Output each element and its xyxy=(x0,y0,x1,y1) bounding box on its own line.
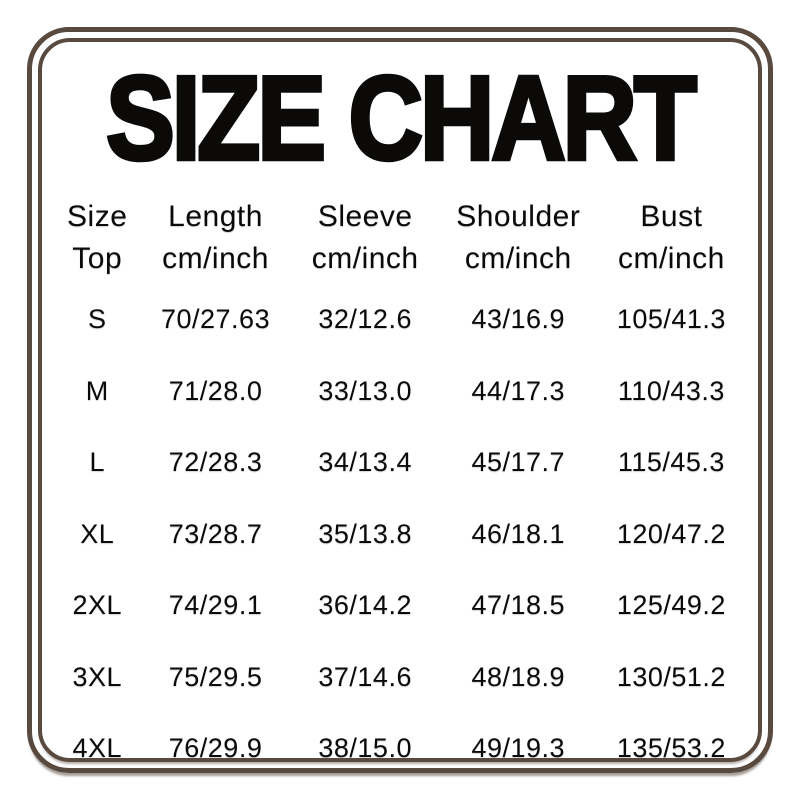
measurement-cell: 33/13.0 xyxy=(318,375,412,406)
header-cell-length: Length cm/inch xyxy=(142,196,288,280)
header-cell-sleeve: Sleeve cm/inch xyxy=(289,196,442,280)
table-row-4xl: 4XL 76/29.9 38/15.0 49/19.3 135/53.2 xyxy=(52,713,748,762)
size-cell: 3XL xyxy=(72,661,122,692)
measurement-cell: 105/41.3 xyxy=(616,304,726,335)
header-cell-shoulder: Shoulder cm/inch xyxy=(442,196,595,280)
table-header-row: Size Top Length cm/inch Sleeve cm/inch Shoulde… xyxy=(52,196,748,280)
size-cell: L xyxy=(89,447,105,478)
measurement-cell: 120/47.2 xyxy=(616,518,726,549)
header-cell-size: Size Top xyxy=(52,196,142,280)
header-sublabel: cm/inch xyxy=(617,242,725,275)
table-row-m: M 71/28.0 33/13.0 44/17.3 110/43.3 xyxy=(52,356,748,428)
size-cell: XL xyxy=(80,518,115,549)
page-title: SIZE CHART xyxy=(104,50,699,187)
outer-border-frame: SIZE CHART Size Top Length cm/inch Sleeve cm/… xyxy=(27,27,773,773)
table-row-l: L 72/28.3 34/13.4 45/17.7 115/45.3 xyxy=(52,427,748,499)
header-cell-bust: Bust cm/inch xyxy=(595,196,748,280)
header-sublabel: Top xyxy=(72,242,123,275)
measurement-cell: 135/53.2 xyxy=(616,733,726,762)
header-label: Length xyxy=(168,200,263,233)
table-body: S 70/27.63 32/12.6 43/16.9 105/41.3 M 71/28.0 3… xyxy=(52,284,748,762)
measurement-cell: 130/51.2 xyxy=(616,661,726,692)
header-label: Sleeve xyxy=(317,200,413,233)
table-row-2xl: 2XL 74/29.1 36/14.2 47/18.5 125/49.2 xyxy=(52,570,748,642)
measurement-cell: 48/18.9 xyxy=(471,661,566,692)
table-row-s: S 70/27.63 32/12.6 43/16.9 105/41.3 xyxy=(52,284,748,356)
size-cell: S xyxy=(87,304,107,335)
measurement-cell: 71/28.0 xyxy=(168,375,263,406)
measurement-cell: 34/13.4 xyxy=(318,447,412,478)
size-cell: M xyxy=(85,375,109,406)
header-sublabel: cm/inch xyxy=(162,242,269,275)
measurement-cell: 49/19.3 xyxy=(471,733,566,762)
measurement-cell: 46/18.1 xyxy=(471,518,566,549)
measurement-cell: 125/49.2 xyxy=(616,590,726,621)
header-label: Shoulder xyxy=(456,200,581,233)
header-label: Size xyxy=(67,200,128,233)
measurement-cell: 44/17.3 xyxy=(471,375,566,406)
measurement-cell: 74/29.1 xyxy=(168,590,263,621)
table-row-xl: XL 73/28.7 35/13.8 46/18.1 120/47.2 xyxy=(52,499,748,571)
measurement-cell: 35/13.8 xyxy=(318,518,412,549)
table-row-3xl: 3XL 75/29.5 37/14.6 48/18.9 130/51.2 xyxy=(52,642,748,714)
measurement-cell: 76/29.9 xyxy=(168,733,263,762)
measurement-cell: 32/12.6 xyxy=(318,304,412,335)
size-cell: 4XL xyxy=(72,733,122,762)
measurement-cell: 75/29.5 xyxy=(168,661,263,692)
header-label: Bust xyxy=(640,200,703,233)
inner-border-frame: SIZE CHART Size Top Length cm/inch Sleeve cm/… xyxy=(38,38,762,762)
measurement-cell: 37/14.6 xyxy=(318,661,412,692)
measurement-cell: 43/16.9 xyxy=(471,304,566,335)
measurement-cell: 45/17.7 xyxy=(471,447,566,478)
header-sublabel: cm/inch xyxy=(311,242,419,275)
measurement-cell: 36/14.2 xyxy=(318,590,412,621)
measurement-cell: 38/15.0 xyxy=(318,733,412,762)
size-cell: 2XL xyxy=(72,590,122,621)
header-sublabel: cm/inch xyxy=(464,242,572,275)
measurement-cell: 110/43.3 xyxy=(617,375,725,406)
measurement-cell: 70/27.63 xyxy=(160,304,271,335)
size-chart-table: Size Top Length cm/inch Sleeve cm/inch Shoulde… xyxy=(52,196,748,762)
measurement-cell: 115/45.3 xyxy=(617,447,725,478)
measurement-cell: 73/28.7 xyxy=(168,518,263,549)
measurement-cell: 72/28.3 xyxy=(168,447,263,478)
measurement-cell: 47/18.5 xyxy=(471,590,566,621)
